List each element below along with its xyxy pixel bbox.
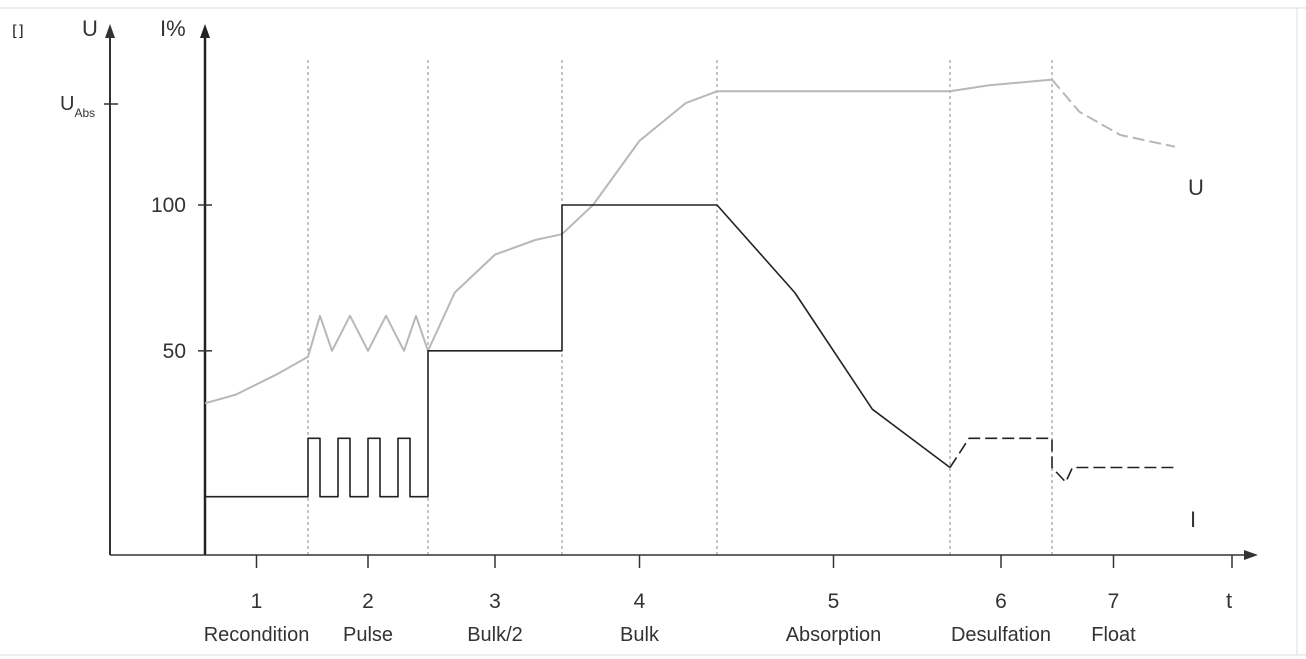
series-labels: UI <box>1188 175 1204 532</box>
phase-name: Absorption <box>786 624 882 646</box>
u-axis-arrow <box>105 24 115 38</box>
phase-number: 1 <box>251 590 263 613</box>
phase-number: 3 <box>489 590 501 613</box>
phase-name: Float <box>1091 624 1136 646</box>
series-line-U-dashed <box>1051 78 1176 148</box>
axes: U I% t UAbs <box>60 16 1258 613</box>
u-axis-label: U <box>82 16 98 41</box>
series-lines <box>204 78 1176 498</box>
y-tick-label: 50 <box>163 340 186 363</box>
phase-name: Recondition <box>204 624 310 646</box>
y-tick-label: 100 <box>151 194 186 217</box>
series-label-U: U <box>1188 175 1204 200</box>
series-line-I-solid <box>205 204 951 498</box>
y-ticks: 100 50 <box>151 194 212 363</box>
phase-number: 2 <box>362 590 374 613</box>
phase-number: 4 <box>634 590 646 613</box>
phase-number: 6 <box>995 590 1007 613</box>
phase-number: 5 <box>828 590 840 613</box>
series-line-I-dashed <box>949 437 1175 483</box>
i-axis-arrow <box>200 24 210 38</box>
i-axis-label: I% <box>160 16 186 41</box>
series-label-I: I <box>1190 507 1196 532</box>
series-line-U-solid <box>204 78 1053 405</box>
phase-name: Pulse <box>343 624 393 646</box>
phase-name: Bulk/2 <box>467 624 523 646</box>
phase-name: Desulfation <box>951 624 1051 646</box>
phase-name: Bulk <box>620 624 660 646</box>
phase-labels: 1 Recondition 2 Pulse 3 Bulk/2 4 Bulk 5 Absorptio… <box>204 555 1233 646</box>
x-axis-label: t <box>1226 588 1232 613</box>
phase-number: 7 <box>1108 590 1120 613</box>
phase-dividers <box>307 60 1053 555</box>
u-abs-label: UAbs <box>60 93 95 120</box>
x-axis-arrow <box>1244 550 1258 560</box>
square-bracket-icon: [] <box>12 22 24 40</box>
